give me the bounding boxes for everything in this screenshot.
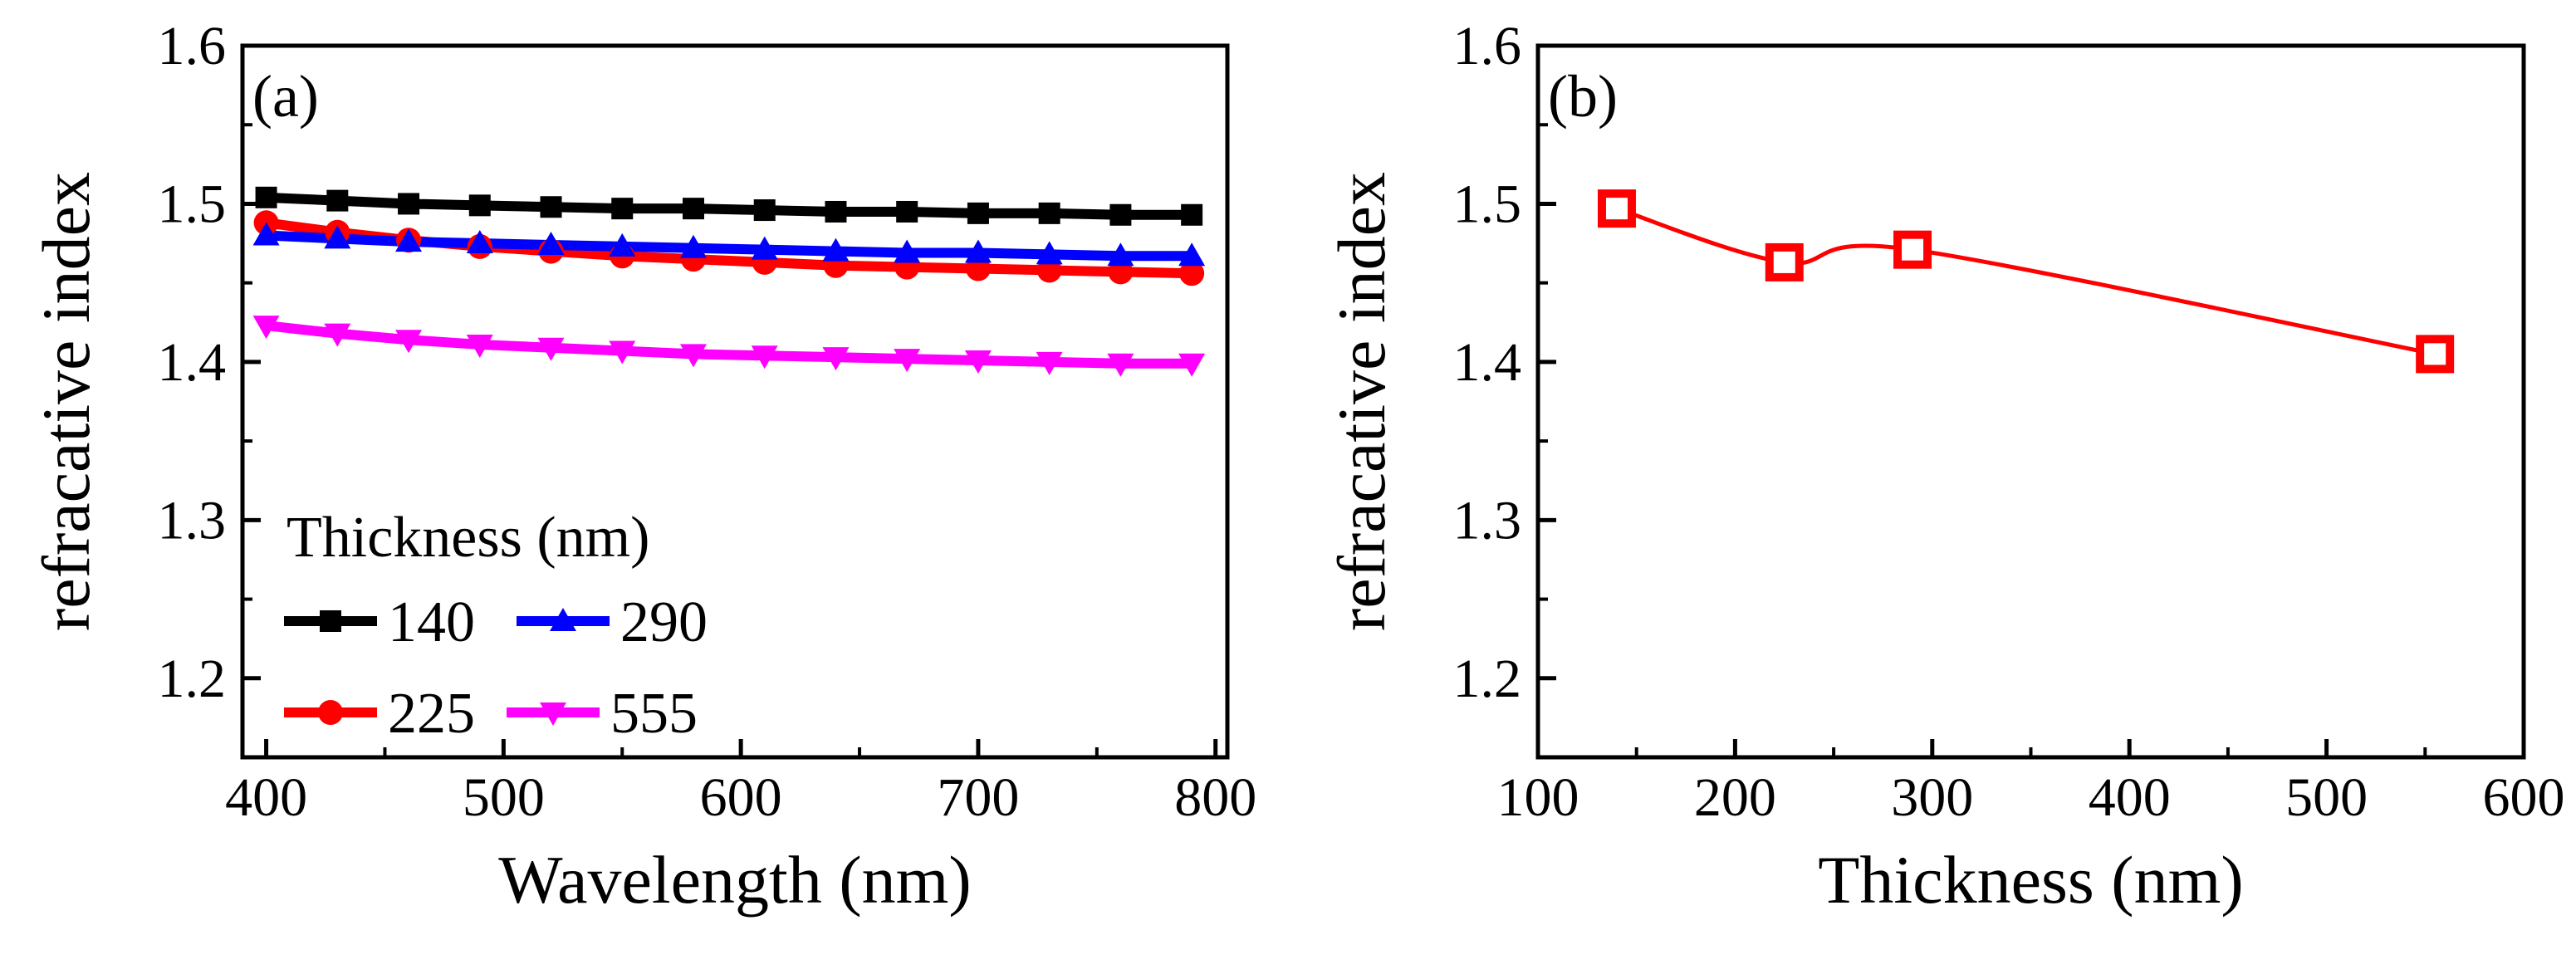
data-point-555-3 [466, 334, 493, 358]
y-tick-label: 1.3 [158, 490, 227, 551]
data-point-140-13 [1181, 203, 1203, 226]
x-axis-label: Thickness (nm) [1818, 842, 2243, 918]
data-point-555-5 [609, 340, 636, 365]
data-point-140-8 [825, 200, 847, 223]
data-point-140-12 [1109, 203, 1132, 226]
y-tick-label: 1.6 [1453, 16, 1522, 76]
data-point-290-11 [1036, 241, 1063, 265]
data-point-140-4 [540, 196, 562, 218]
legend-marker [550, 608, 576, 631]
legend-label: 225 [388, 682, 475, 746]
legend-marker [318, 700, 343, 725]
legend-label: 140 [388, 590, 475, 654]
x-tick-label: 600 [2483, 767, 2565, 828]
y-tick-label: 1.2 [1453, 649, 1522, 709]
data-point-140-10 [967, 202, 989, 224]
data-point-290-8 [822, 237, 850, 262]
data-point-555-8 [822, 347, 850, 371]
data-point-140-1 [326, 189, 349, 212]
y-tick-label: 1.4 [158, 332, 227, 393]
data-point-140-5 [611, 198, 634, 220]
data-point-290-1 [324, 225, 351, 249]
plot-frame [240, 43, 1230, 760]
data-point-555-6 [679, 344, 707, 368]
y-axis-label: refracative index [1324, 172, 1399, 631]
x-tick-label: 100 [1497, 767, 1579, 828]
x-tick-label: 800 [1174, 767, 1256, 828]
data-point-290-10 [964, 239, 992, 263]
panel-b-chart: 100 200 300 400 500 600 1.2 1.3 1.4 1.5 1.6 Thickne… [1324, 16, 2565, 918]
data-point-555-2 [395, 330, 423, 354]
series-line-555 [265, 321, 1193, 369]
data-point-555-4 [537, 337, 565, 361]
data-point-140-7 [753, 199, 776, 222]
legend-item-140: 140 [284, 590, 475, 654]
x-tick-label: 500 [2285, 767, 2368, 828]
data-point-290-6 [679, 234, 707, 258]
x-tick-label: 200 [1694, 767, 1776, 828]
y-tick-label: 1.5 [158, 174, 227, 234]
panel-a-chart: 400 500 600 700 800 1.2 1.3 1.4 1.5 1.6 Wavelength… [28, 16, 1256, 918]
data-point-555-11 [1036, 351, 1063, 375]
data-point-555-0 [252, 316, 280, 340]
legend-item-290: 290 [517, 590, 708, 654]
data-point-555-9 [894, 349, 921, 373]
y-tick-label: 1.3 [1453, 490, 1522, 551]
plot-frame [1535, 43, 2526, 760]
data-point-290-13 [1178, 242, 1206, 267]
data-point-refractive-index-2 [1893, 230, 1932, 269]
x-axis-label: Wavelength (nm) [498, 842, 971, 918]
data-point-555-13 [1178, 353, 1206, 377]
x-tick-label: 300 [1891, 767, 1973, 828]
x-tick-label: 500 [463, 767, 545, 828]
data-point-290-12 [1107, 242, 1134, 267]
panel-label: (b) [1548, 63, 1618, 130]
data-point-refractive-index-0 [1597, 189, 1636, 228]
legend-marker [320, 610, 341, 632]
panel-label: (a) [252, 63, 319, 130]
legend-item-555: 555 [507, 682, 698, 746]
data-point-555-1 [324, 323, 351, 347]
series-line-refractive-index [1616, 206, 2436, 356]
legend-label: 555 [610, 682, 698, 746]
data-point-refractive-index-1 [1765, 242, 1804, 281]
legend-item-225: 225 [284, 682, 475, 746]
legend-marker [540, 702, 566, 726]
y-tick-label: 1.4 [1453, 332, 1522, 393]
data-point-refractive-index-3 [2416, 335, 2455, 374]
data-point-140-6 [682, 198, 704, 220]
data-point-290-3 [466, 230, 493, 254]
y-tick-label: 1.2 [158, 649, 227, 709]
x-tick-label: 400 [225, 767, 307, 828]
data-point-555-7 [751, 345, 778, 370]
data-point-290-9 [894, 239, 921, 263]
legend-title: Thickness (nm) [286, 506, 649, 570]
data-point-290-0 [252, 222, 280, 246]
x-tick-label: 400 [2089, 767, 2171, 828]
data-point-555-10 [964, 350, 992, 374]
y-tick-label: 1.5 [1453, 174, 1522, 234]
data-point-140-9 [896, 200, 918, 223]
data-point-140-3 [468, 194, 491, 217]
y-tick-label: 1.6 [158, 16, 227, 76]
data-point-290-5 [609, 233, 636, 257]
data-point-290-7 [751, 236, 778, 260]
y-axis-label: refracative index [28, 172, 104, 631]
series-line-140 [266, 192, 1193, 220]
data-point-290-2 [395, 228, 423, 252]
data-point-555-12 [1107, 353, 1134, 377]
data-point-140-11 [1038, 202, 1060, 224]
data-point-225-13 [1179, 261, 1205, 286]
legend: Thickness (nm) 140 290 225 555 [284, 506, 708, 746]
data-point-140-2 [398, 193, 420, 215]
legend-label: 290 [620, 590, 708, 654]
x-tick-label: 700 [937, 767, 1019, 828]
data-point-290-4 [537, 231, 565, 255]
x-tick-label: 600 [700, 767, 782, 828]
